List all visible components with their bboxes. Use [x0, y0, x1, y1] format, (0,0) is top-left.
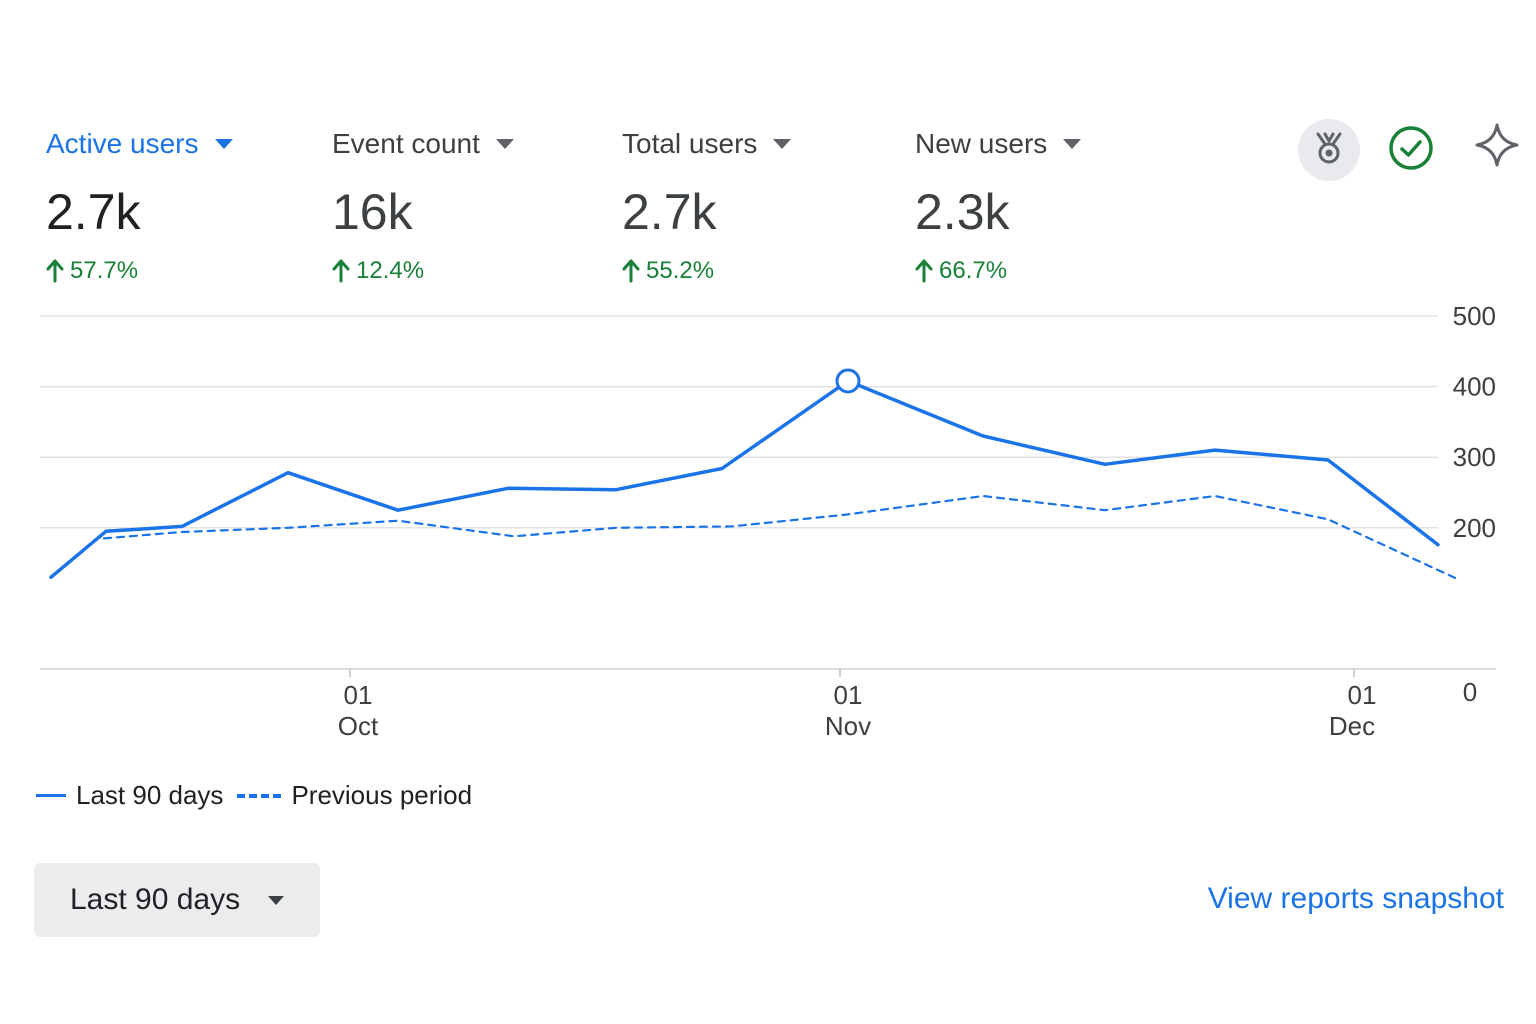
arrow-up-icon	[46, 259, 64, 283]
chart-legend: Last 90 days Previous period	[36, 780, 486, 811]
sparkle-button[interactable]	[1466, 116, 1528, 178]
legend-label: Previous period	[291, 780, 473, 810]
series-line-previous-period	[102, 494, 1457, 579]
chevron-down-icon[interactable]	[495, 139, 514, 149]
metric-label: Event count	[332, 128, 480, 159]
date-range-dropdown[interactable]: Last 90 days	[34, 863, 320, 937]
legend-item-last-90-days: Last 90 days	[36, 780, 223, 811]
metric-label: Total users	[622, 128, 758, 159]
metric-change: 66.7%	[939, 257, 1008, 284]
series-line-last-90-days	[49, 379, 1440, 579]
metric-change: 55.2%	[646, 257, 715, 284]
legend-label: Last 90 days	[76, 780, 224, 810]
status-check-button[interactable]	[1380, 119, 1442, 181]
y-tick-label: 300	[1453, 442, 1496, 472]
metric-change: 12.4%	[356, 257, 425, 284]
y-tick-label: 0	[1463, 677, 1477, 707]
metric-change: 57.7%	[70, 257, 139, 284]
y-tick-label: 400	[1453, 372, 1496, 402]
metric-event-count[interactable]: Event count 16k 12.4%	[332, 126, 514, 286]
metric-new-users[interactable]: New users 2.3k 66.7%	[915, 126, 1082, 286]
x-tick-day: 01	[834, 680, 863, 710]
legend-swatch-solid	[36, 794, 66, 797]
x-tick-day: 01	[344, 680, 373, 710]
legend-swatch-dashed	[237, 793, 282, 798]
y-tick-label: 200	[1453, 513, 1496, 543]
date-range-label: Last 90 days	[70, 883, 241, 916]
x-tick-month: Dec	[1329, 711, 1375, 741]
arrow-up-icon	[622, 259, 640, 283]
metric-value: 2.7k	[622, 184, 717, 240]
chevron-down-icon	[268, 895, 285, 905]
metric-label: New users	[915, 128, 1048, 159]
sparkle-icon	[1474, 122, 1520, 173]
chevron-down-icon[interactable]	[773, 139, 792, 149]
metric-value: 2.7k	[46, 184, 141, 240]
x-tick-month: Oct	[338, 711, 379, 741]
x-tick-month: Nov	[825, 711, 871, 741]
metric-value: 2.3k	[915, 184, 1010, 240]
insights-icon	[1311, 130, 1347, 171]
metric-active-users[interactable]: Active users 2.7k 57.7%	[46, 126, 233, 286]
metric-label: Active users	[46, 128, 199, 159]
y-tick-label: 500	[1453, 301, 1496, 331]
metric-total-users[interactable]: Total users 2.7k 55.2%	[622, 126, 792, 286]
insights-button[interactable]	[1298, 119, 1360, 181]
view-reports-snapshot-link[interactable]: View reports snapshot	[1207, 882, 1504, 915]
legend-item-previous-period: Previous period	[237, 780, 472, 811]
check-circle-icon	[1388, 125, 1434, 176]
chevron-down-icon[interactable]	[1063, 139, 1082, 149]
arrow-up-icon	[332, 259, 350, 283]
metric-value: 16k	[332, 184, 413, 240]
highlight-point[interactable]	[835, 368, 861, 394]
x-tick-day: 01	[1348, 680, 1377, 710]
arrow-up-icon	[915, 259, 933, 283]
chevron-down-icon[interactable]	[214, 139, 233, 149]
